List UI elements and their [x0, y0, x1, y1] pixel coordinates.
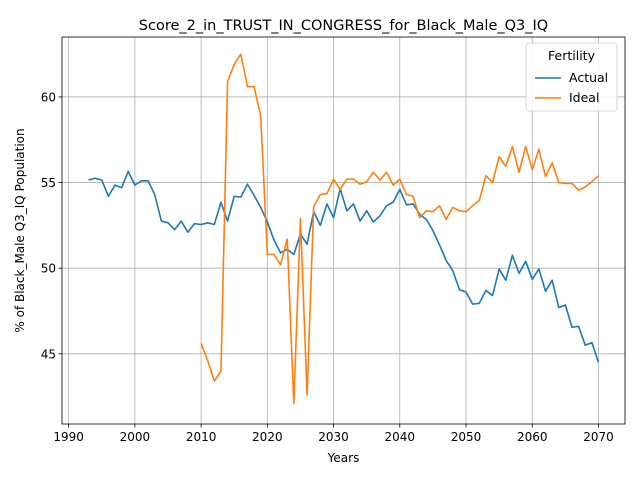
chart-title: Score_2_in_TRUST_IN_CONGRESS_for_Black_M…: [139, 18, 548, 34]
legend: Fertility Actual Ideal: [526, 43, 617, 111]
legend-title: Fertility: [548, 48, 596, 63]
x-tick-label: 2040: [385, 430, 416, 444]
x-tick-label: 2030: [318, 430, 349, 444]
x-tick-label: 2020: [252, 430, 283, 444]
x-tick-label: 2050: [451, 430, 482, 444]
y-tick-label: 50: [41, 262, 56, 276]
y-axis-label: % of Black_Male Q3_IQ Population: [13, 128, 27, 332]
x-tick-label: 1990: [53, 430, 84, 444]
x-tick-label: 2060: [517, 430, 548, 444]
y-tick-label: 45: [41, 347, 56, 361]
x-tick-label: 2010: [186, 430, 217, 444]
x-axis-label: Years: [327, 451, 360, 465]
x-tick-label: 2070: [583, 430, 614, 444]
legend-label-actual: Actual: [569, 70, 608, 85]
x-tick-label: 2000: [120, 430, 151, 444]
y-tick-label: 60: [41, 90, 56, 104]
y-tick-label: 55: [41, 176, 56, 190]
legend-label-ideal: Ideal: [569, 90, 599, 105]
